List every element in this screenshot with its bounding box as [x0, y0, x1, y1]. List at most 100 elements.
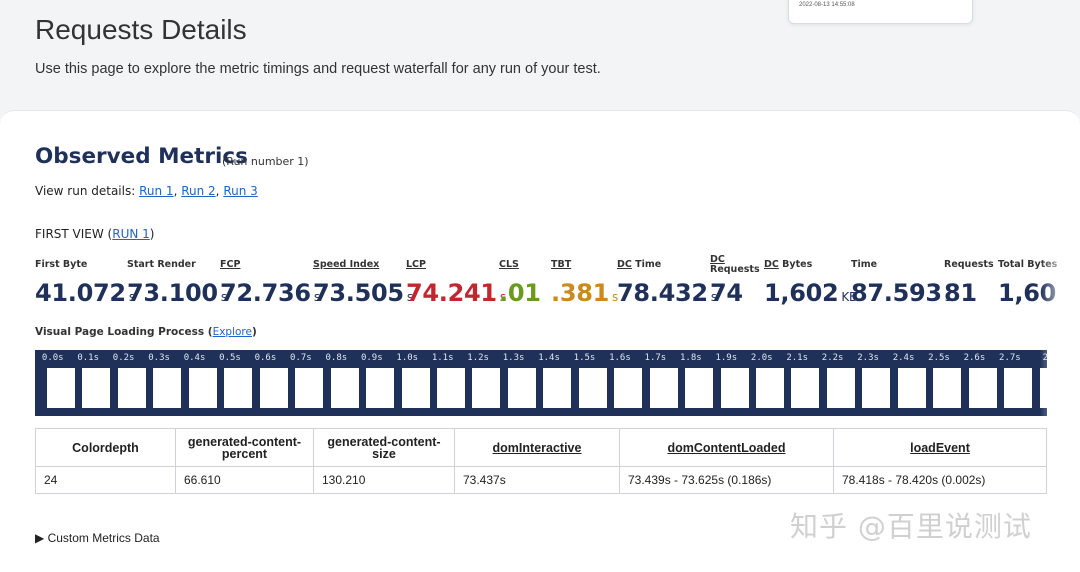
col-dom-interactive[interactable]: domInteractive	[454, 428, 620, 467]
filmstrip-frame[interactable]: 2.0s	[744, 350, 784, 416]
filmstrip-frame[interactable]: 0.7s	[283, 350, 324, 416]
frame-thumbnail[interactable]	[401, 368, 430, 408]
frame-thumbnail[interactable]	[153, 368, 182, 408]
run-3-link[interactable]: Run 3	[223, 184, 258, 198]
watermark: 知乎 @百里说测试	[790, 510, 1032, 543]
lcp-number: 74.241	[406, 279, 497, 307]
filmstrip-frame[interactable]: 0.1s	[70, 350, 111, 416]
metric-label-fcp[interactable]: FCP	[220, 259, 241, 270]
frame-time-label: 2.4s	[892, 353, 915, 363]
frame-thumbnail[interactable]	[259, 368, 288, 408]
cell-dom-content-loaded: 73.439s - 73.625s (0.186s)	[619, 466, 834, 494]
frame-thumbnail[interactable]	[685, 368, 714, 408]
filmstrip-frame[interactable]: 0.9s	[354, 350, 395, 416]
filmstrip-frame[interactable]: 0.4s	[177, 350, 217, 416]
frame-time-label: 2.1s	[786, 353, 809, 363]
filmstrip-frame[interactable]: 0.3s	[141, 350, 182, 416]
frame-thumbnail[interactable]	[47, 368, 75, 408]
frame-thumbnail[interactable]	[897, 368, 926, 408]
scroll-fade	[1040, 210, 1080, 420]
cell-generated-content-percent: 66.610	[175, 466, 314, 494]
filmstrip-frame[interactable]: 1.3s	[496, 350, 536, 416]
frame-thumbnail[interactable]	[791, 368, 820, 408]
frame-thumbnail[interactable]	[295, 368, 324, 408]
metric-label-speed-index[interactable]: Speed Index	[313, 259, 380, 270]
custom-metrics-toggle[interactable]: ▶ Custom Metrics Data	[35, 531, 160, 545]
cell-generated-content-size: 130.210	[313, 466, 455, 494]
filmstrip-frame[interactable]: 1.4s	[531, 350, 572, 416]
run-details: View run details: Run 1, Run 2, Run 3	[35, 184, 258, 198]
filmstrip-frame[interactable]: 1.6s	[602, 350, 643, 416]
metric-label-tbt[interactable]: TBT	[551, 259, 572, 270]
metric-value-fcp: 72.736 s	[220, 279, 320, 307]
explore-link[interactable]: Explore	[212, 326, 252, 338]
filmstrip-frame[interactable]: 0.0s	[35, 350, 75, 416]
cell-load-event: 78.418s - 78.420s (0.002s)	[833, 466, 1047, 494]
filmstrip-frame[interactable]: 0.8s	[319, 350, 359, 416]
frame-thumbnail[interactable]	[472, 368, 501, 408]
filmstrip-frame[interactable]: 1.5s	[567, 350, 607, 416]
metric-value-start-render: 73.100 s	[127, 279, 227, 307]
frame-time-label: 1.3s	[502, 353, 525, 363]
filmstrip-frame[interactable]: 0.6s	[248, 350, 288, 416]
filmstrip-frame[interactable]: 1.9s	[709, 350, 749, 416]
frame-thumbnail[interactable]	[578, 368, 607, 408]
metric-value-lcp: 74.241 s	[406, 279, 506, 307]
frame-thumbnail[interactable]	[117, 368, 146, 408]
frame-time-label: 0.6s	[254, 353, 277, 363]
filmstrip-frame[interactable]: 2.5s	[921, 350, 962, 416]
filmstrip-frame[interactable]: 2.6s	[957, 350, 997, 416]
frame-thumbnail[interactable]	[826, 368, 855, 408]
frame-thumbnail[interactable]	[188, 368, 217, 408]
frame-thumbnail[interactable]	[82, 368, 111, 408]
frame-thumbnail[interactable]	[224, 368, 253, 408]
frame-thumbnail[interactable]	[649, 368, 678, 408]
observed-metrics-title: Observed Metrics	[35, 144, 248, 169]
filmstrip-frame[interactable]: 0.2s	[106, 350, 146, 416]
filmstrip-frame[interactable]: 2.3s	[850, 350, 891, 416]
filmstrip-frame[interactable]: 2.2s	[815, 350, 855, 416]
frame-thumbnail[interactable]	[1004, 368, 1033, 408]
metric-label-dc-requests: DC Requests	[710, 255, 760, 274]
frame-thumbnail[interactable]	[862, 368, 891, 408]
frame-thumbnail[interactable]	[366, 368, 395, 408]
filmstrip-frame[interactable]: 1.8s	[673, 350, 714, 416]
frame-thumbnail[interactable]	[507, 368, 536, 408]
metric-label-lcp[interactable]: LCP	[406, 259, 426, 270]
filmstrip-frame[interactable]: 1.0s	[390, 350, 430, 416]
metric-label-dc-time: DC Time	[617, 259, 662, 270]
filmstrip-frame[interactable]: 1.2s	[460, 350, 501, 416]
filmstrip[interactable]: 0.0s 0.1s 0.2s 0.3s 0.4s 0.5s 0.6s 0.7s 0.8s 0.9s…	[35, 350, 1047, 416]
metric-label-cls[interactable]: CLS	[499, 259, 519, 270]
filmstrip-frame[interactable]: 1.1s	[425, 350, 465, 416]
filmstrip-frame[interactable]: 2.1s	[779, 350, 820, 416]
metric-value-cls: .01	[499, 279, 541, 307]
frame-time-label: 0.7s	[290, 353, 312, 363]
speed-index-number: 73.505	[313, 279, 404, 307]
filmstrip-frame[interactable]: 2.4s	[886, 350, 926, 416]
metric-value-tbt: .381 s	[551, 279, 618, 307]
metric-label-time: Time	[851, 259, 878, 270]
first-view-run-link[interactable]: RUN 1	[112, 227, 150, 241]
frame-thumbnail[interactable]	[330, 368, 359, 408]
page-title: Requests Details	[35, 14, 247, 45]
lcp-unit: s	[499, 290, 506, 304]
frame-thumbnail[interactable]	[756, 368, 784, 408]
col-dom-content-loaded[interactable]: domContentLoaded	[619, 428, 834, 467]
frame-thumbnail[interactable]	[436, 368, 465, 408]
filmstrip-frame[interactable]: 0.5s	[212, 350, 253, 416]
run-2-link[interactable]: Run 2	[181, 184, 216, 198]
frame-thumbnail[interactable]	[968, 368, 997, 408]
run-1-link[interactable]: Run 1	[139, 184, 174, 198]
col-load-event[interactable]: loadEvent	[833, 428, 1047, 467]
metric-value-time: 87.593 s	[851, 279, 951, 307]
frame-thumbnail[interactable]	[720, 368, 749, 408]
frame-thumbnail[interactable]	[543, 368, 572, 408]
filmstrip-frame[interactable]: 1.7s	[638, 350, 678, 416]
metric-label-total-bytes: Total Bytes	[998, 259, 1058, 270]
start-render-number: 73.100	[127, 279, 218, 307]
frame-thumbnail[interactable]	[614, 368, 643, 408]
filmstrip-frame[interactable]: 2.7s	[992, 350, 1033, 416]
frame-thumbnail[interactable]	[933, 368, 962, 408]
metric-value-dc-bytes: 1,602 KB	[764, 279, 857, 307]
